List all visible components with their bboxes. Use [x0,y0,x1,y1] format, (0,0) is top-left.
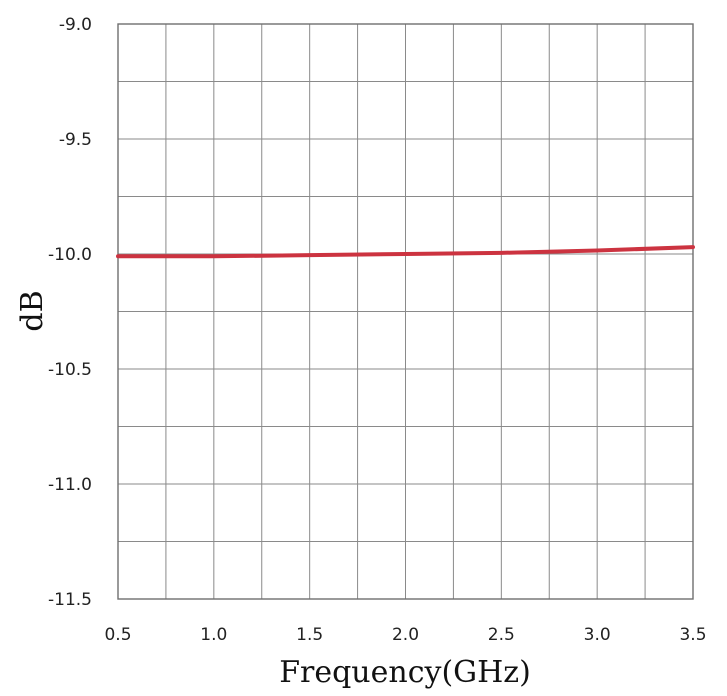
x-tick-labels: 0.5 1.0 1.5 2.0 2.5 3.0 3.5 [104,625,706,645]
y-tick-labels: -9.0 -9.5 -10.0 -10.5 -11.0 -11.5 [48,15,92,610]
x-tick-label: 3.0 [584,625,611,645]
x-tick-label: 1.0 [200,625,227,645]
series-layer [116,245,695,259]
grid [117,23,694,600]
y-tick-label: -11.5 [48,590,92,610]
y-tick-label: -9.0 [59,15,92,35]
y-tick-label: -11.0 [48,475,92,495]
x-tick-label: 3.5 [679,625,706,645]
y-axis-title: dB [15,290,50,331]
y-tick-label: -10.0 [48,245,92,265]
x-axis-title: Frequency(GHz) [279,655,531,690]
plot-frame [117,23,694,600]
x-tick-label: 0.5 [104,625,131,645]
y-tick-label: -10.5 [48,360,92,380]
x-tick-label: 2.5 [488,625,515,645]
x-tick-label: 1.5 [296,625,323,645]
y-tick-label: -9.5 [59,130,92,150]
x-tick-label: 2.0 [392,625,419,645]
series-line-0 [116,245,695,259]
